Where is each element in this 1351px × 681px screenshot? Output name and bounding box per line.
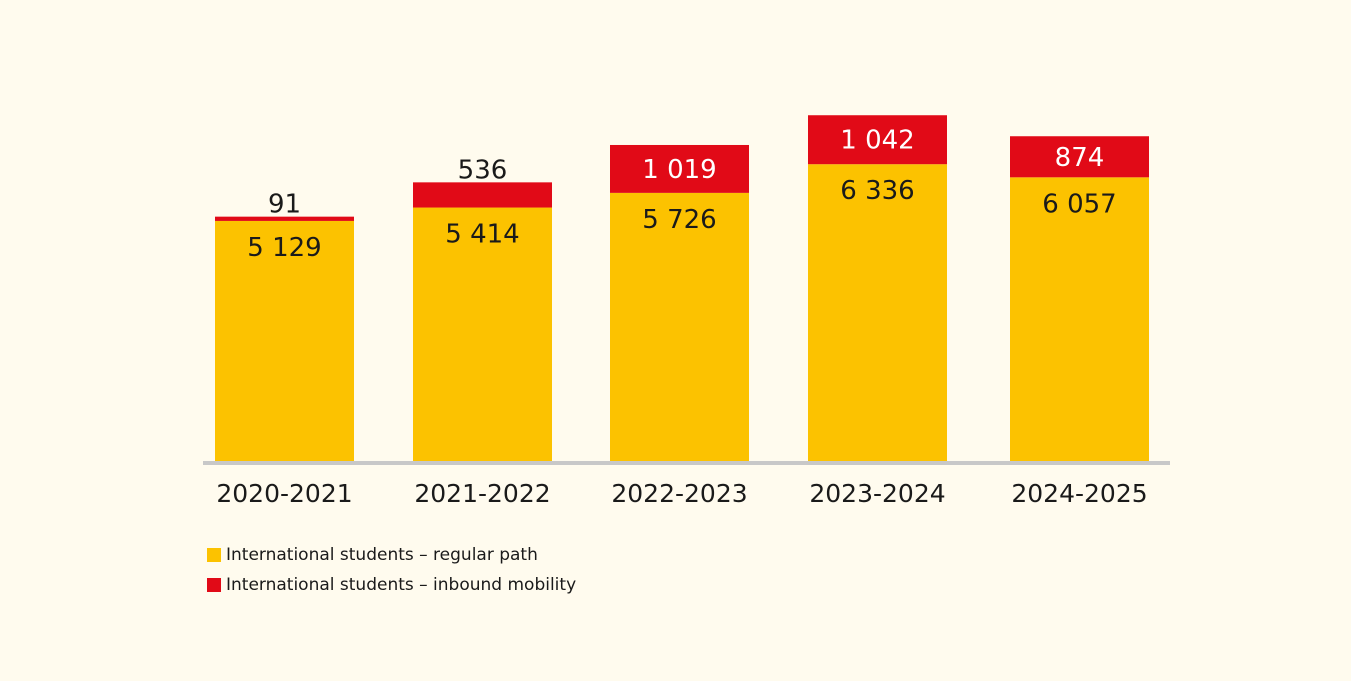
legend-swatch-regular xyxy=(207,548,221,562)
legend: International students – regular path In… xyxy=(207,540,576,600)
legend-label-regular: International students – regular path xyxy=(226,545,538,565)
data-label-regular: 6 336 xyxy=(840,176,914,206)
data-label-regular: 5 414 xyxy=(445,220,519,250)
bar-mobility-2024-2025 xyxy=(1010,136,1149,178)
bar-mobility-2020-2021 xyxy=(215,216,354,221)
bar-regular-2020-2021 xyxy=(215,220,354,462)
bar-mobility-2021-2022 xyxy=(413,182,552,208)
legend-swatch-mobility xyxy=(207,578,221,592)
x-tick-label: 2020-2021 xyxy=(216,479,352,508)
data-label-mobility: 874 xyxy=(1055,143,1105,173)
legend-label-mobility: International students – inbound mobilit… xyxy=(226,575,577,595)
x-tick-label: 2024-2025 xyxy=(1011,479,1147,508)
bar-mobility-2023-2024 xyxy=(808,115,947,165)
data-label-mobility: 91 xyxy=(268,190,301,220)
x-tick-label: 2021-2022 xyxy=(414,479,550,508)
x-axis-line xyxy=(203,461,1170,465)
bar-regular-2021-2022 xyxy=(413,207,552,462)
data-label-regular: 5 726 xyxy=(642,205,716,235)
bar-regular-2023-2024 xyxy=(808,164,947,462)
data-label-mobility: 1 042 xyxy=(840,126,914,156)
x-tick-label: 2022-2023 xyxy=(611,479,747,508)
legend-item-regular: International students – regular path xyxy=(207,540,576,570)
bar-mobility-2022-2023 xyxy=(610,144,749,193)
x-tick-label: 2023-2024 xyxy=(809,479,945,508)
data-label-mobility: 1 019 xyxy=(642,155,716,185)
data-label-regular: 5 129 xyxy=(247,233,321,263)
legend-item-mobility: International students – inbound mobilit… xyxy=(207,570,576,600)
data-label-regular: 6 057 xyxy=(1042,189,1116,219)
data-label-mobility: 536 xyxy=(458,155,508,185)
bar-regular-2022-2023 xyxy=(610,192,749,463)
bar-regular-2024-2025 xyxy=(1010,177,1149,463)
